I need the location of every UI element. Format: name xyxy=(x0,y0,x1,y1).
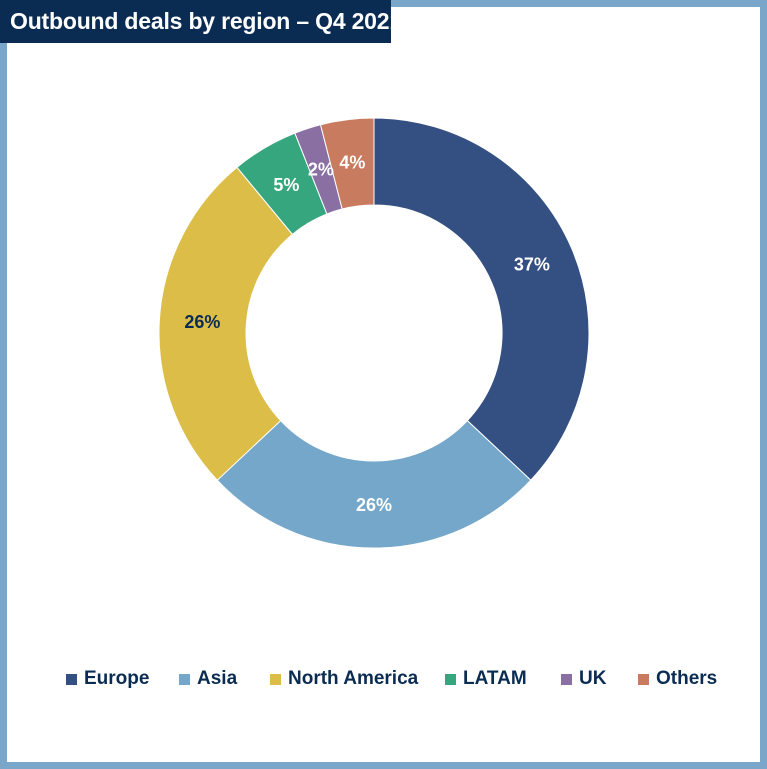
legend-label: Europe xyxy=(84,668,150,689)
legend-label: North America xyxy=(288,668,419,689)
legend-label: UK xyxy=(579,668,607,689)
donut-slice-labels: 37% 26% 26% 5% 2% 4% xyxy=(184,152,550,515)
legend-item-others: Others xyxy=(638,664,717,694)
slice-label-uk: 2% xyxy=(308,159,334,179)
chart-title: Outbound deals by region – Q4 2021 xyxy=(0,0,402,43)
slice-label-others: 4% xyxy=(339,152,365,172)
donut-slice-asia xyxy=(216,419,532,549)
slice-label-north-america: 26% xyxy=(184,312,220,332)
slice-label-latam: 5% xyxy=(273,175,299,195)
donut-slices xyxy=(158,117,590,549)
legend-swatch xyxy=(66,673,77,685)
legend-item-latam: LATAM xyxy=(445,664,527,694)
legend-swatch xyxy=(638,673,649,685)
legend-label: LATAM xyxy=(463,668,527,689)
slice-label-europe: 37% xyxy=(514,255,550,275)
legend-label: Others xyxy=(656,668,718,689)
legend-swatch xyxy=(445,673,456,685)
chart-legend: Europe Asia North America LATAM UK Other… xyxy=(0,664,767,694)
legend-swatch xyxy=(179,673,190,685)
legend-label: Asia xyxy=(197,668,238,689)
legend-item-asia: Asia xyxy=(179,664,237,694)
legend-swatch xyxy=(561,673,572,685)
slice-label-asia: 26% xyxy=(356,495,392,515)
donut-slice-north-america xyxy=(158,166,294,481)
legend-item-europe: Europe xyxy=(66,664,149,694)
donut-slice-europe xyxy=(373,117,590,481)
legend-item-north-america: North America xyxy=(270,664,418,694)
donut-slice-others xyxy=(319,117,375,210)
legend-item-uk: UK xyxy=(561,664,606,694)
legend-swatch xyxy=(270,673,281,685)
